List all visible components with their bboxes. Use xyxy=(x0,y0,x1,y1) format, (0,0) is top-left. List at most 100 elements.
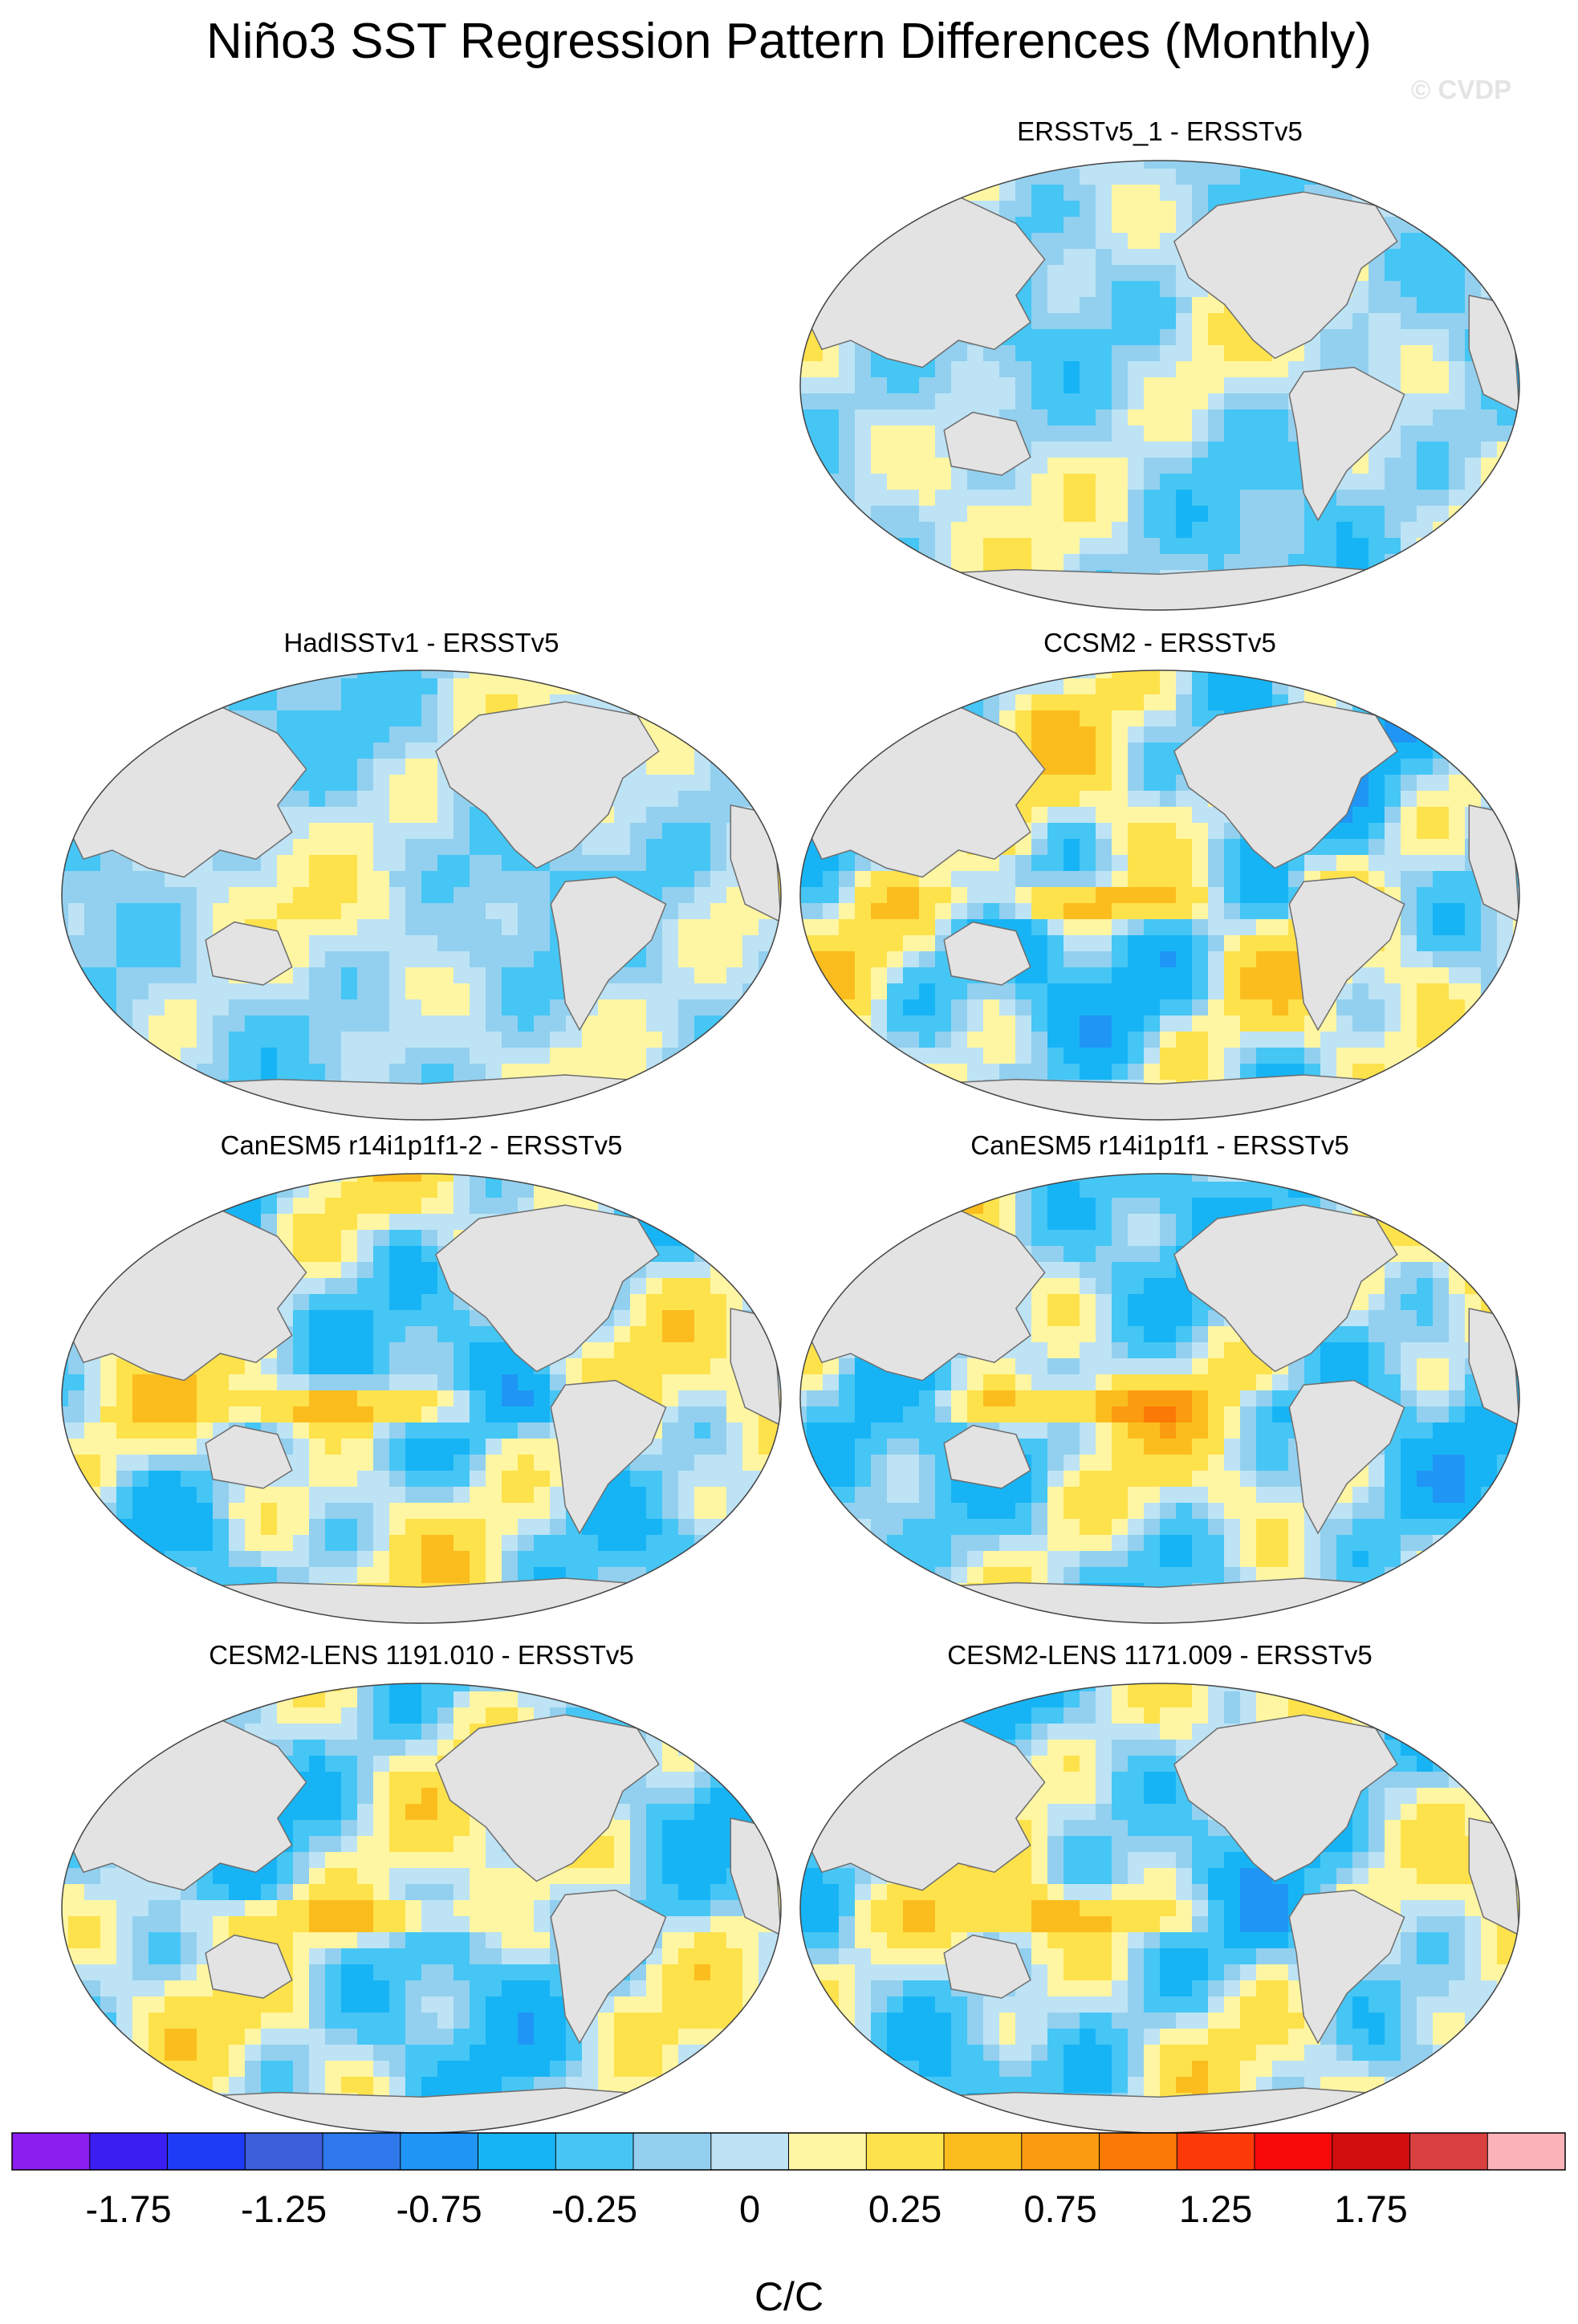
map-cell xyxy=(1417,409,1434,426)
map-cell xyxy=(726,1422,743,1439)
map-cell xyxy=(871,506,888,523)
map-cell xyxy=(1112,807,1129,824)
map-cell xyxy=(807,670,824,679)
map-cell xyxy=(903,919,920,936)
map-cell xyxy=(855,967,872,984)
map-cell xyxy=(68,1182,85,1199)
map-cell xyxy=(855,1096,872,1113)
map-cell xyxy=(1064,678,1080,695)
map-cell xyxy=(148,935,165,952)
map-cell xyxy=(1481,217,1498,234)
map-cell xyxy=(1352,554,1369,571)
map-cell xyxy=(800,185,807,201)
map-cell xyxy=(903,538,920,555)
map-cell xyxy=(1352,1032,1369,1048)
map-cell xyxy=(598,1326,615,1343)
map-cell xyxy=(935,474,952,490)
map-cell xyxy=(389,1214,406,1231)
map-cell xyxy=(999,554,1016,571)
map-cell xyxy=(919,951,936,968)
map-cell xyxy=(1417,678,1434,695)
map-cell xyxy=(1369,871,1385,888)
map-cell xyxy=(309,871,326,888)
map-cell xyxy=(421,670,438,679)
map-cell xyxy=(823,201,840,218)
map-cell xyxy=(935,919,952,936)
map-cell xyxy=(534,919,551,936)
map-cell xyxy=(871,409,888,426)
map-cell xyxy=(678,935,695,952)
map-cell xyxy=(1304,670,1321,679)
map-cell xyxy=(1015,185,1032,201)
map-cell xyxy=(132,1198,149,1215)
map-cell xyxy=(1449,871,1466,888)
map-cell xyxy=(62,823,69,840)
map-cell xyxy=(341,1358,358,1375)
map-cell xyxy=(357,1182,374,1199)
map-cell xyxy=(1513,161,1519,169)
map-cell xyxy=(1144,409,1161,426)
map-cell xyxy=(646,1048,663,1064)
map-cell xyxy=(357,967,374,984)
map-cell xyxy=(710,1048,727,1064)
map-cell xyxy=(518,903,535,920)
map-cell xyxy=(1080,871,1096,888)
map-cell xyxy=(967,1112,984,1120)
map-cell xyxy=(614,1310,631,1327)
map-cell xyxy=(903,474,920,490)
map-cell xyxy=(453,1214,470,1231)
map-cell xyxy=(116,1015,133,1032)
map-cell xyxy=(1080,522,1096,539)
map-cell xyxy=(1369,490,1385,507)
map-cell xyxy=(1064,855,1080,872)
map-cell xyxy=(1513,678,1519,695)
map-cell xyxy=(800,678,807,695)
map-cell xyxy=(807,393,824,410)
map-cell xyxy=(486,1032,502,1048)
map-cell xyxy=(1144,169,1161,185)
map-cell xyxy=(1224,409,1241,426)
map-cell xyxy=(887,442,904,458)
map-cell xyxy=(181,1096,197,1113)
map-cell xyxy=(1497,169,1514,185)
map-cell xyxy=(1449,839,1466,856)
map-cell xyxy=(1224,458,1241,474)
map-cell xyxy=(1176,670,1193,679)
map-cell xyxy=(132,1048,149,1064)
map-cell xyxy=(62,999,69,1016)
map-cell xyxy=(935,1080,952,1097)
map-cell xyxy=(502,694,519,711)
map-cell xyxy=(919,169,936,185)
map-cell xyxy=(325,743,342,759)
map-cell xyxy=(726,759,743,775)
map-cell xyxy=(68,1294,85,1311)
map-cell xyxy=(132,999,149,1016)
map-cell xyxy=(582,855,599,872)
map-panel-p2 xyxy=(61,670,782,1121)
map-cell xyxy=(132,694,149,711)
map-cell xyxy=(887,1112,904,1120)
map-cell xyxy=(470,983,486,1000)
map-cell xyxy=(710,1230,727,1247)
map-cell xyxy=(1465,490,1482,507)
map-cell xyxy=(582,1096,599,1113)
map-cell xyxy=(132,1471,149,1488)
map-cell xyxy=(1336,855,1353,872)
map-cell xyxy=(309,710,326,727)
map-cell xyxy=(1047,393,1064,410)
map-cell xyxy=(919,474,936,490)
map-cell xyxy=(277,983,294,1000)
map-cell xyxy=(935,871,952,888)
map-cell xyxy=(887,458,904,474)
map-cell xyxy=(935,1048,952,1064)
map-cell xyxy=(1497,490,1514,507)
map-cell xyxy=(983,586,1000,603)
map-cell xyxy=(1513,249,1519,266)
map-cell xyxy=(1015,361,1032,378)
map-cell xyxy=(800,297,807,314)
map-cell xyxy=(887,1064,904,1081)
map-cell xyxy=(405,807,422,824)
map-cell xyxy=(421,694,438,711)
map-cell xyxy=(1144,775,1161,792)
map-cell xyxy=(710,903,727,920)
